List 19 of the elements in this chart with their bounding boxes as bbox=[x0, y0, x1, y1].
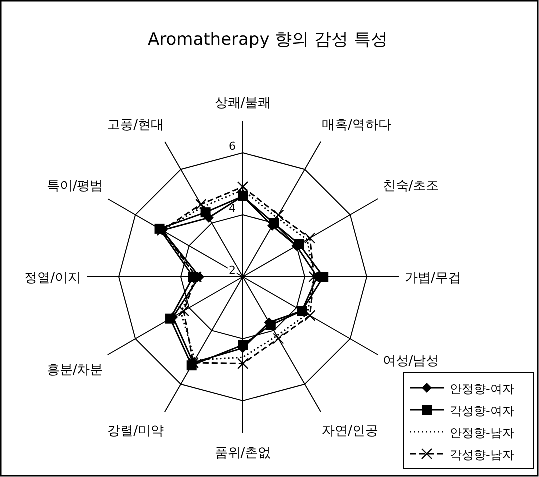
spoke-label: 흥분/차분 bbox=[46, 363, 104, 378]
spoke-label: 고풍/현대 bbox=[108, 118, 164, 134]
spoke-label: 매혹/역하다 bbox=[322, 118, 392, 134]
spoke-label: 여성/남성 bbox=[382, 354, 440, 369]
legend-label: 각성향-남자 bbox=[450, 448, 514, 462]
spoke-label: 강렬/미약 bbox=[108, 424, 164, 439]
spoke-label: 자연/인공 bbox=[322, 424, 378, 439]
spoke-label: 상쾌/불쾌 bbox=[214, 96, 272, 111]
y-tick-label: 6 bbox=[229, 140, 236, 153]
legend-label: 안정향-여자 bbox=[450, 382, 514, 396]
legend-label: 안정향-남자 bbox=[450, 426, 514, 440]
spoke-label: 가볍/무겁 bbox=[405, 271, 462, 286]
spoke-label: 특이/평범 bbox=[46, 179, 104, 194]
spoke-label: 정열/이지 bbox=[24, 271, 81, 286]
chart-title: Aromatherapy 향의 감성 특성 bbox=[148, 30, 388, 50]
legend-label: 각성향-여자 bbox=[450, 404, 514, 418]
y-tick-label: 4 bbox=[229, 202, 236, 215]
spoke-label: 품위/촌없 bbox=[214, 446, 272, 461]
spoke-label: 친숙/초조 bbox=[382, 179, 440, 194]
